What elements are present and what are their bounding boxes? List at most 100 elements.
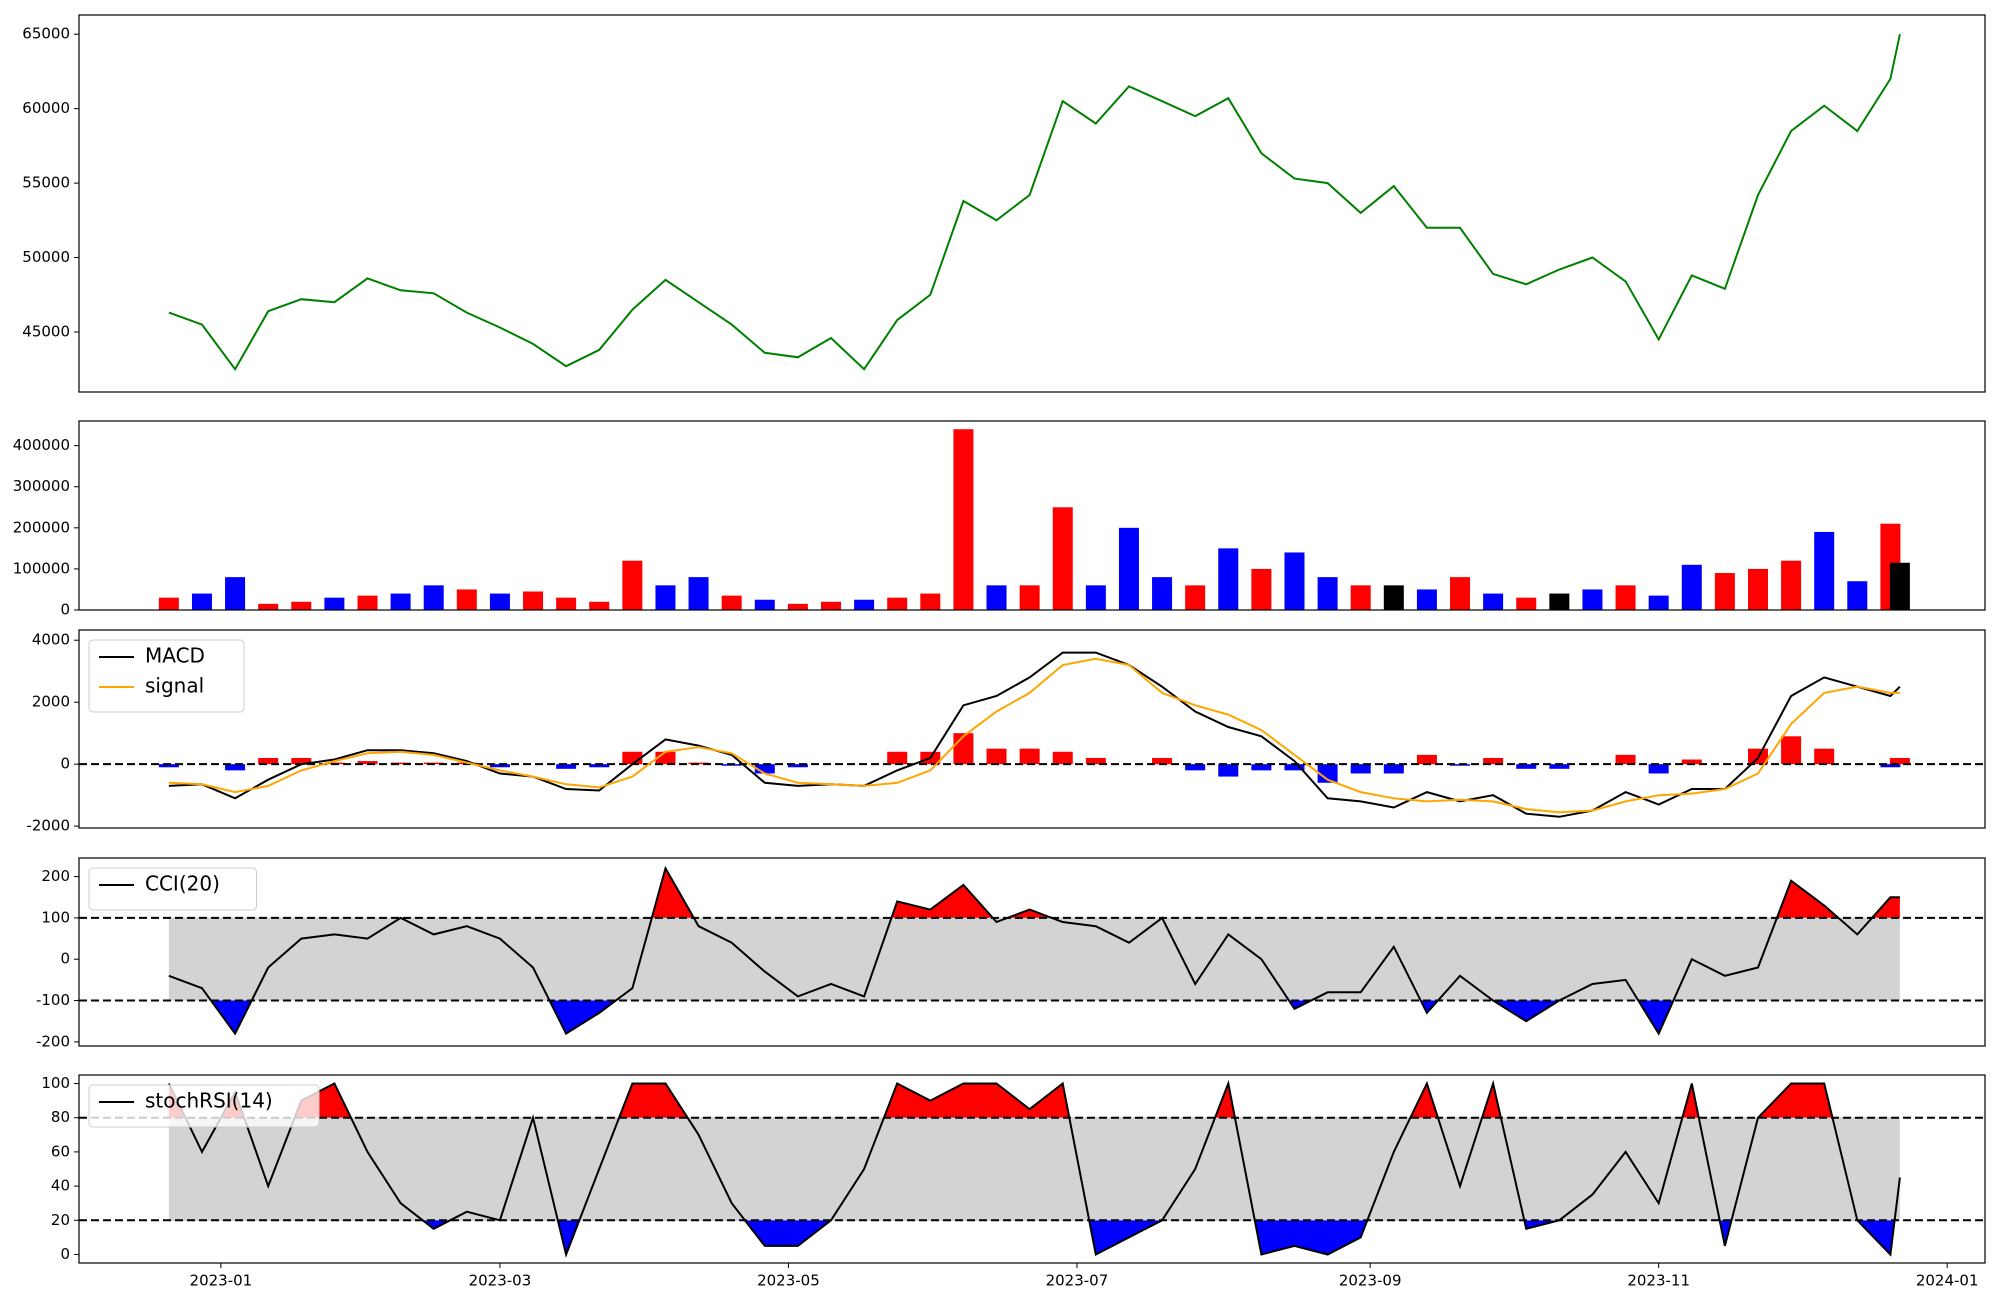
y-tick-label: 50000 [22,248,70,266]
histogram-bar [1251,764,1272,771]
upper-fill [168,1083,1833,1118]
volume-bar [1284,552,1305,610]
volume-bar [191,593,212,610]
volume-bar [225,577,246,610]
legend-label: stochRSI(14) [145,1089,273,1113]
volume-bar [655,585,676,610]
lower-fill [168,1000,1900,1034]
x-tick-label: 2023-01 [190,1272,253,1290]
y-tick-label: 100 [41,1074,70,1092]
histogram-bar [1416,754,1437,765]
y-tick-label: 300000 [13,477,70,495]
indicator-line [168,865,1900,1036]
volume-bar [920,593,941,610]
legend-label: MACD [145,644,205,668]
volume-bar [324,597,345,610]
histogram-bar [1814,748,1835,765]
volume-bar [1889,562,1910,610]
volume-bar [1118,527,1139,610]
histogram-bar [1516,764,1537,769]
y-tick-label: 200000 [13,518,70,536]
histogram-bar [258,757,279,765]
histogram-bar [1152,757,1173,765]
neutral-band [168,917,1900,1001]
volume-bar [1781,560,1802,610]
volume-bar [887,597,908,610]
x-tick-label: 2023-09 [1339,1272,1402,1290]
histogram-bar [1052,751,1073,765]
lower-fill [168,1220,1900,1255]
histogram-bar [489,764,510,768]
legend-label: signal [145,674,204,698]
volume-bar [1416,589,1437,610]
indicator-line [168,657,1900,814]
x-tick-label: 2023-11 [1627,1272,1690,1290]
y-tick-label: 60000 [22,99,70,117]
volume-bar [754,599,775,610]
volume-bar [1747,568,1768,610]
histogram-bar [225,764,246,771]
volume-bar [556,597,577,610]
y-tick-label: 400000 [13,436,70,454]
volume-bar [1847,581,1868,610]
histogram-bar [1218,764,1239,777]
histogram-bar [589,764,610,768]
y-tick-label: -200 [36,1032,70,1050]
y-tick-label: 2000 [32,693,70,711]
y-tick-label: 100 [41,908,70,926]
x-tick-label: 2024-01 [1916,1272,1979,1290]
volume-bar [1450,577,1471,610]
y-tick-label: -2000 [26,817,70,835]
volume-bar [721,595,742,610]
volume-bar [523,591,544,610]
volume-bar [1052,507,1073,610]
legend-label: CCI(20) [145,872,220,896]
volume-bar [489,593,510,610]
y-tick-label: 0 [60,1245,70,1263]
y-tick-label: 4000 [32,631,70,649]
indicator-line [168,651,1901,818]
histogram-bar [1681,759,1702,765]
volume-bar [1483,593,1504,610]
legend-box [88,1084,320,1128]
volume-bar [1549,593,1570,610]
volume-bar [986,585,1007,610]
x-tick-label: 2023-05 [757,1272,820,1290]
x-tick-label: 2023-03 [469,1272,532,1290]
histogram-bar [986,748,1007,765]
histogram-bar [1185,764,1206,771]
volume-bar [1019,585,1040,610]
legend-box [88,867,257,911]
x-tick-label: 2023-07 [1046,1272,1109,1290]
y-tick-label: 0 [60,950,70,968]
volume-bar [423,585,444,610]
y-tick-label: 0 [60,601,70,619]
indicator-line [167,1079,1901,1258]
volume-bar [258,603,279,610]
volume-bar [1615,585,1636,610]
volume-bar [390,593,411,610]
histogram-bar [357,761,378,765]
volume-bar [1648,595,1669,610]
axes-frame [78,420,1986,611]
y-tick-label: 65000 [22,25,70,43]
y-tick-label: 0 [60,755,70,773]
histogram-bar [1549,764,1570,769]
y-tick-label: 80 [51,1108,70,1126]
volume-bar [854,599,875,610]
neutral-band [168,1117,1900,1221]
histogram-bar [158,764,179,768]
volume-bar [1582,589,1603,610]
volume-bar [688,577,709,610]
axes-frame [78,857,1986,1047]
histogram-bar [390,762,411,765]
volume-bar [1085,585,1106,610]
volume-bar [1814,531,1835,610]
histogram-bar [953,733,974,765]
volume-bar [953,429,974,610]
volume-bar [622,560,643,610]
histogram-bar [556,764,577,769]
histogram-bar [1781,736,1802,765]
volume-bar [820,601,841,610]
